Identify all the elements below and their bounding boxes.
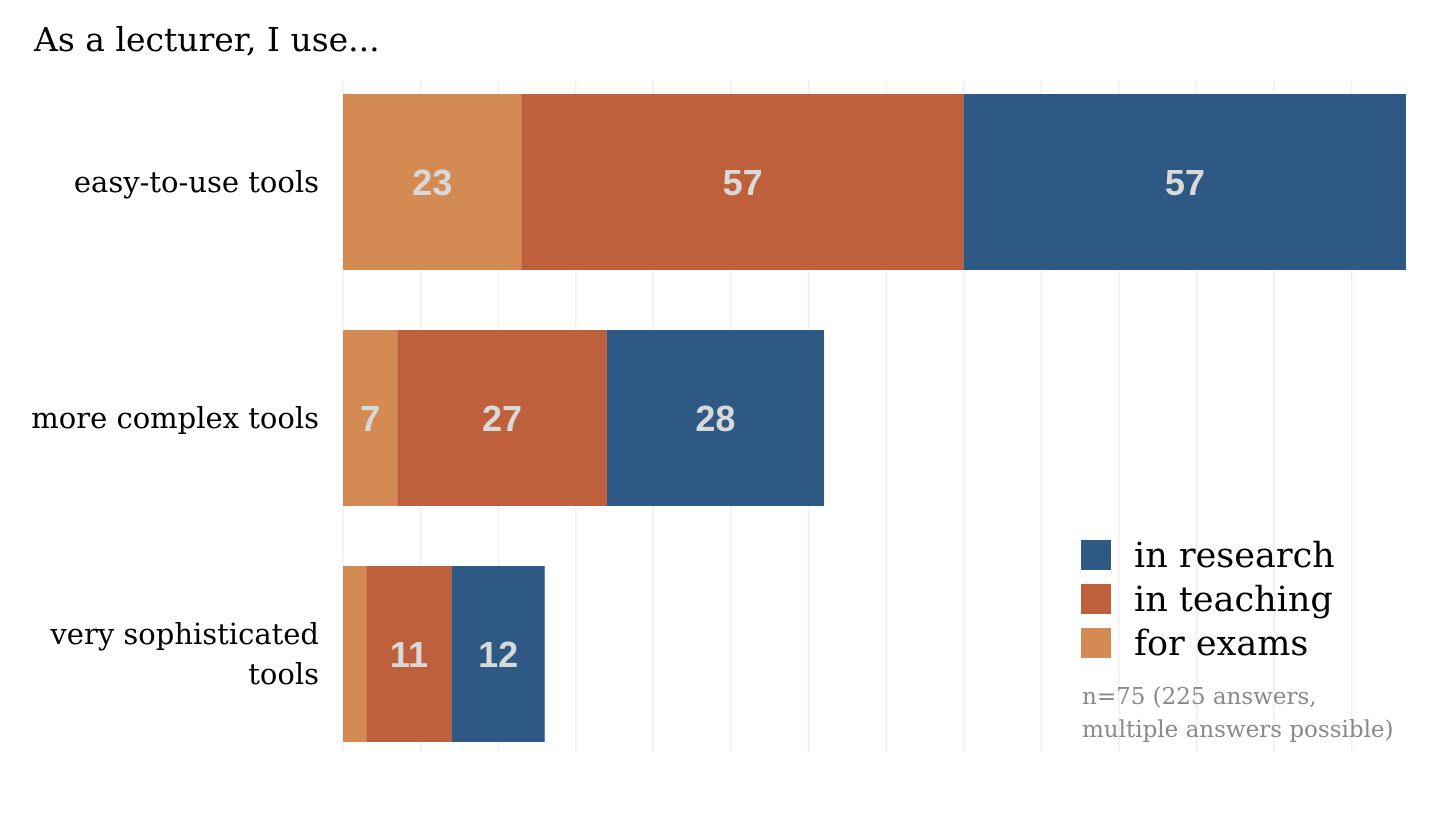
data-label: 12 [478,634,518,675]
category-label: easy-to-use tools [74,165,319,199]
legend-label-in-research: in research [1134,536,1335,576]
data-label: 7 [360,398,380,439]
data-label: 57 [1165,162,1205,203]
bar-for-exams-easy-to-use-tools [343,94,522,270]
data-label: 27 [482,398,522,439]
legend-label-in-teaching: in teaching [1134,580,1333,620]
data-label: 57 [723,162,763,203]
legend-label-for-exams: for exams [1134,624,1308,664]
bar-for-exams-more-complex-tools [343,330,398,506]
data-label: 28 [695,398,735,439]
legend-swatch-for-exams [1081,628,1111,658]
bar-in-teaching-more-complex-tools [397,330,607,506]
sample-size-note: n=75 (225 answers, multiple answers possi… [1082,684,1394,743]
bar-for-exams-very-sophisticated-tools [343,566,367,742]
note-line: n=75 (225 answers, [1082,684,1317,710]
bar-in-research-more-complex-tools [606,330,825,506]
bar-in-research-very-sophisticated-tools [451,566,545,742]
bars: 23 57 57 7 27 28 11 12 [343,94,1406,742]
data-label: 23 [412,162,452,203]
chart-title: As a lecturer, I use... [33,20,380,59]
legend-swatch-in-research [1081,540,1111,570]
bar-in-research-easy-to-use-tools [963,94,1406,270]
category-label: more complex tools [31,401,319,435]
note-line: multiple answers possible) [1082,717,1394,743]
bar-in-teaching-easy-to-use-tools [521,94,964,270]
legend-swatch-in-teaching [1081,584,1111,614]
category-labels: easy-to-use tools more complex tools very … [31,165,319,691]
category-label: tools [248,657,319,691]
bar-in-teaching-very-sophisticated-tools [366,566,452,742]
category-label: very sophisticated [49,617,319,651]
data-label: 11 [390,634,428,675]
